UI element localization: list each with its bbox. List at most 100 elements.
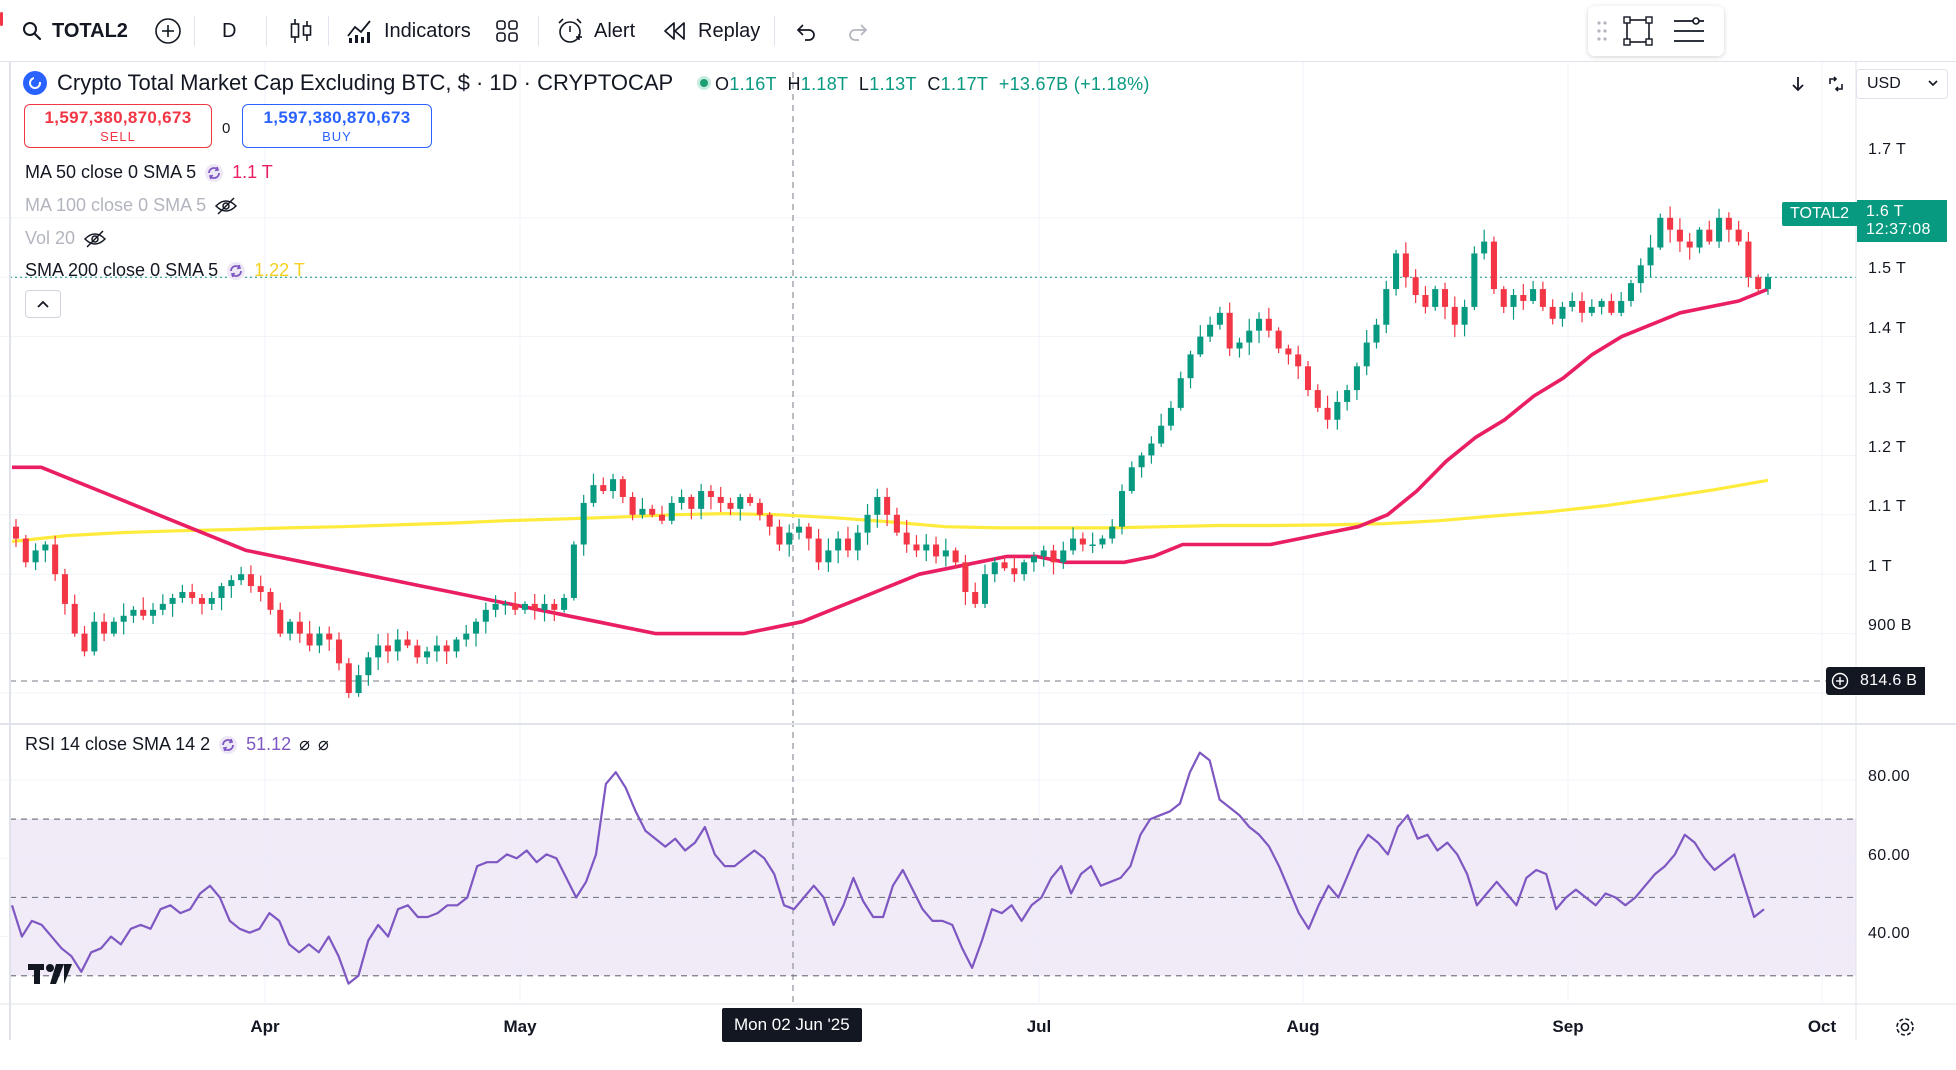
rectangle-tool-button[interactable] (1622, 15, 1654, 52)
candle (1490, 236, 1497, 295)
rectangle-select-icon (1623, 16, 1653, 46)
candle-body (1481, 241, 1488, 254)
chart-type-button[interactable] (280, 10, 322, 52)
candle (1530, 280, 1537, 304)
chart-canvas[interactable] (0, 62, 1956, 1040)
symbol-label: TOTAL2 (52, 19, 128, 42)
replay-button[interactable]: Replay (654, 10, 768, 52)
candle (766, 512, 773, 536)
candle-body (277, 609, 284, 634)
candle (394, 629, 401, 661)
candle-body (610, 479, 617, 492)
candle-body (786, 532, 793, 545)
indicator-legend-volume[interactable]: Vol 20 (25, 228, 107, 249)
candle-body (1422, 295, 1429, 307)
compare-add-button[interactable] (146, 10, 190, 52)
auto-scale-button[interactable] (1822, 70, 1850, 98)
alert-button[interactable]: Alert (548, 10, 643, 52)
currency-select[interactable]: USD (1856, 69, 1948, 99)
buy-button[interactable]: 1,597,380,870,673 BUY (242, 104, 432, 148)
price-tick: 1.1 T (1868, 498, 1907, 515)
rsi-tick: 80.00 (1868, 768, 1911, 785)
candle (707, 485, 714, 510)
candle (482, 602, 489, 634)
candle (1324, 395, 1331, 429)
indicator-legend-ma100[interactable]: MA 100 close 0 SMA 5 (25, 195, 238, 216)
candle-body (1549, 306, 1556, 319)
candle (316, 626, 323, 654)
candle-body (737, 496, 744, 509)
symbol-search-button[interactable]: TOTAL2 (14, 10, 136, 52)
candle (1402, 242, 1409, 288)
candle-body (287, 621, 294, 634)
candle (1167, 401, 1174, 431)
low-label: L (858, 74, 870, 94)
candle (404, 631, 411, 649)
drag-handle[interactable] (1596, 20, 1608, 47)
candle (1256, 312, 1263, 344)
undo-button[interactable] (786, 10, 826, 52)
indicators-button[interactable]: Indicators (338, 10, 479, 52)
layouts-button[interactable] (486, 10, 528, 52)
candle-body (52, 544, 59, 575)
candle (1383, 280, 1390, 334)
candle-body (267, 592, 274, 610)
candle (1441, 282, 1449, 320)
rsi-legend[interactable]: RSI 14 close SMA 14 2 51.12 ⌀ ⌀ (25, 734, 329, 755)
candle-body (149, 609, 157, 616)
indicator-legend-ma50[interactable]: MA 50 close 0 SMA 5 1.1 T (25, 162, 273, 183)
redo-icon (849, 24, 868, 41)
tradingview-logo-icon[interactable] (28, 962, 72, 991)
candle (71, 594, 78, 637)
candle-body (1118, 491, 1126, 527)
candle-body (1177, 378, 1184, 408)
indicator-label: Vol 20 (25, 228, 76, 248)
candle (1148, 436, 1155, 464)
candle (835, 531, 842, 564)
eye-hidden-icon[interactable] (83, 229, 107, 249)
candle-body (169, 597, 176, 604)
sell-button[interactable]: 1,597,380,870,673 SELL (24, 104, 212, 148)
candle-body (1510, 295, 1517, 307)
candle-body (1500, 289, 1507, 307)
eye-hidden-icon[interactable] (214, 196, 238, 216)
chart-area[interactable]: Crypto Total Market Cap Excluding BTC, $… (0, 62, 1956, 1043)
add-alert-plus-icon[interactable] (1826, 667, 1854, 695)
scroll-to-latest-button[interactable] (1784, 70, 1812, 98)
chart-settings-gear-icon[interactable] (1894, 1016, 1916, 1043)
candle-body (1451, 306, 1458, 325)
candle (1216, 306, 1223, 330)
candle-body (316, 633, 323, 646)
more-settings-button[interactable] (1672, 15, 1706, 52)
candle-body (688, 496, 695, 509)
candle-body (1030, 556, 1037, 563)
candle-body (189, 592, 196, 598)
candle (1588, 299, 1595, 317)
candle (541, 594, 548, 622)
candle-body (835, 538, 842, 551)
candle-body (1373, 324, 1380, 343)
candle-body (570, 544, 577, 598)
buy-price: 1,597,380,870,673 (263, 108, 411, 127)
collapse-legend-button[interactable] (25, 290, 61, 318)
candle (1745, 231, 1752, 288)
symbol-title[interactable]: Crypto Total Market Cap Excluding BTC, $… (57, 70, 674, 95)
interval-button[interactable]: D (214, 10, 244, 52)
ohlc-values: O1.16T H1.18T L1.13T C1.17T +13.67B (+1.… (715, 74, 1150, 95)
candle-body (668, 502, 675, 521)
redo-button[interactable] (838, 10, 878, 52)
candle (257, 575, 264, 602)
open-value: 1.16T (729, 74, 777, 94)
candle-body (1344, 390, 1351, 402)
candle-body (1207, 324, 1214, 337)
candle-body (1109, 526, 1116, 539)
candle (1549, 299, 1556, 325)
candle (375, 633, 382, 671)
candle-body (1755, 277, 1762, 290)
candle (864, 504, 871, 545)
candle (923, 534, 930, 562)
candle-body (1099, 538, 1106, 545)
add-circle-icon (155, 18, 181, 44)
indicator-legend-sma200[interactable]: SMA 200 close 0 SMA 5 1.22 T (25, 260, 305, 281)
candle (1471, 246, 1478, 311)
